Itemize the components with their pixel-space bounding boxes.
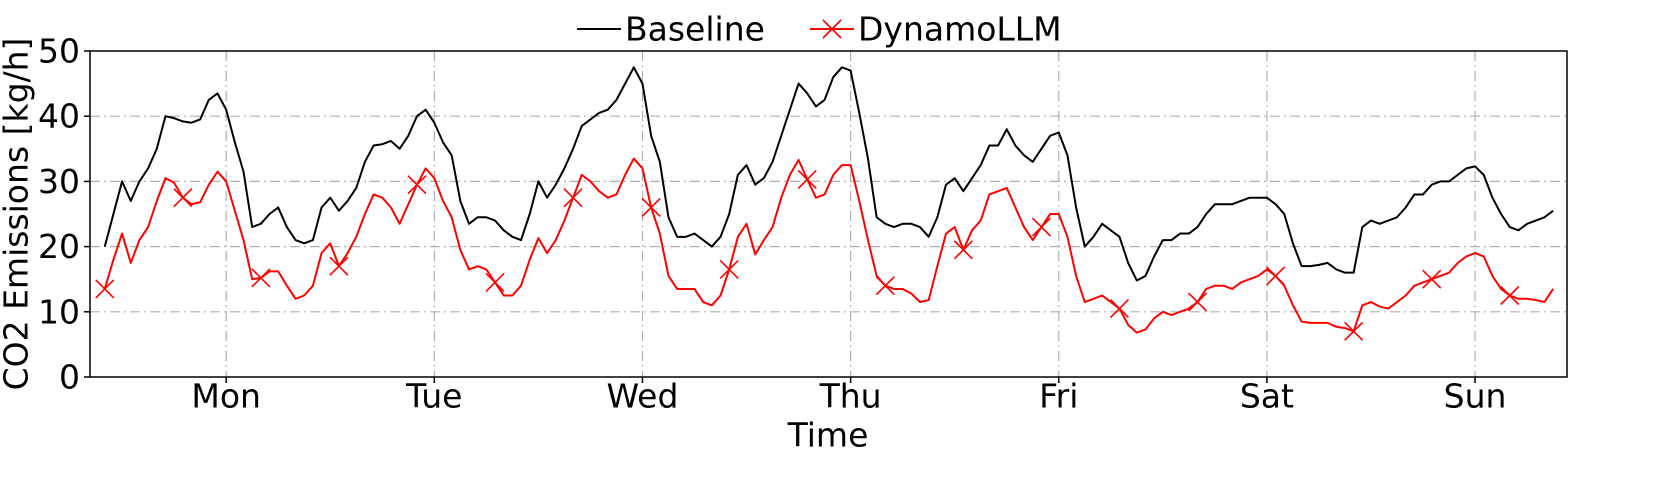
x-axis-label: Time [787, 416, 869, 455]
marker [95, 279, 115, 299]
x-tick-label: Tue [405, 377, 462, 416]
marker [1500, 285, 1520, 306]
marker [173, 188, 193, 208]
legend-marker [822, 19, 842, 39]
marker [797, 169, 817, 190]
legend-label: DynamoLLM [858, 10, 1062, 49]
marker [485, 272, 505, 293]
marker [641, 197, 661, 218]
marker [1031, 217, 1051, 237]
y-tick-label: 50 [38, 32, 80, 71]
series-line [103, 157, 1554, 334]
x-tick-label: Sun [1444, 377, 1507, 416]
x-tick-label: Thu [819, 377, 882, 416]
marker [407, 175, 427, 195]
series-line [103, 66, 1554, 282]
x-tick-label: Sat [1240, 377, 1294, 416]
marker [953, 240, 973, 260]
y-tick-label: 30 [38, 162, 80, 201]
marker [1344, 321, 1364, 341]
marker [1266, 266, 1286, 286]
y-axis-label: CO2 Emissions [kg/h] [0, 38, 36, 391]
marker [251, 268, 271, 288]
x-tick-label: Fri [1039, 377, 1078, 416]
marker [1109, 298, 1130, 319]
marker [1422, 269, 1442, 289]
y-tick-label: 40 [38, 97, 80, 136]
x-tick-label: Mon [191, 377, 261, 416]
legend-label: Baseline [625, 10, 765, 49]
marker [875, 276, 895, 296]
y-tick-label: 0 [59, 358, 80, 397]
marker [563, 188, 583, 208]
y-tick-label: 20 [38, 227, 80, 266]
plot-frame [89, 50, 1568, 378]
x-tick-label: Wed [606, 377, 678, 416]
marker [1187, 292, 1208, 312]
marker [329, 256, 349, 276]
y-tick-label: 10 [38, 292, 80, 331]
marker [719, 259, 739, 279]
